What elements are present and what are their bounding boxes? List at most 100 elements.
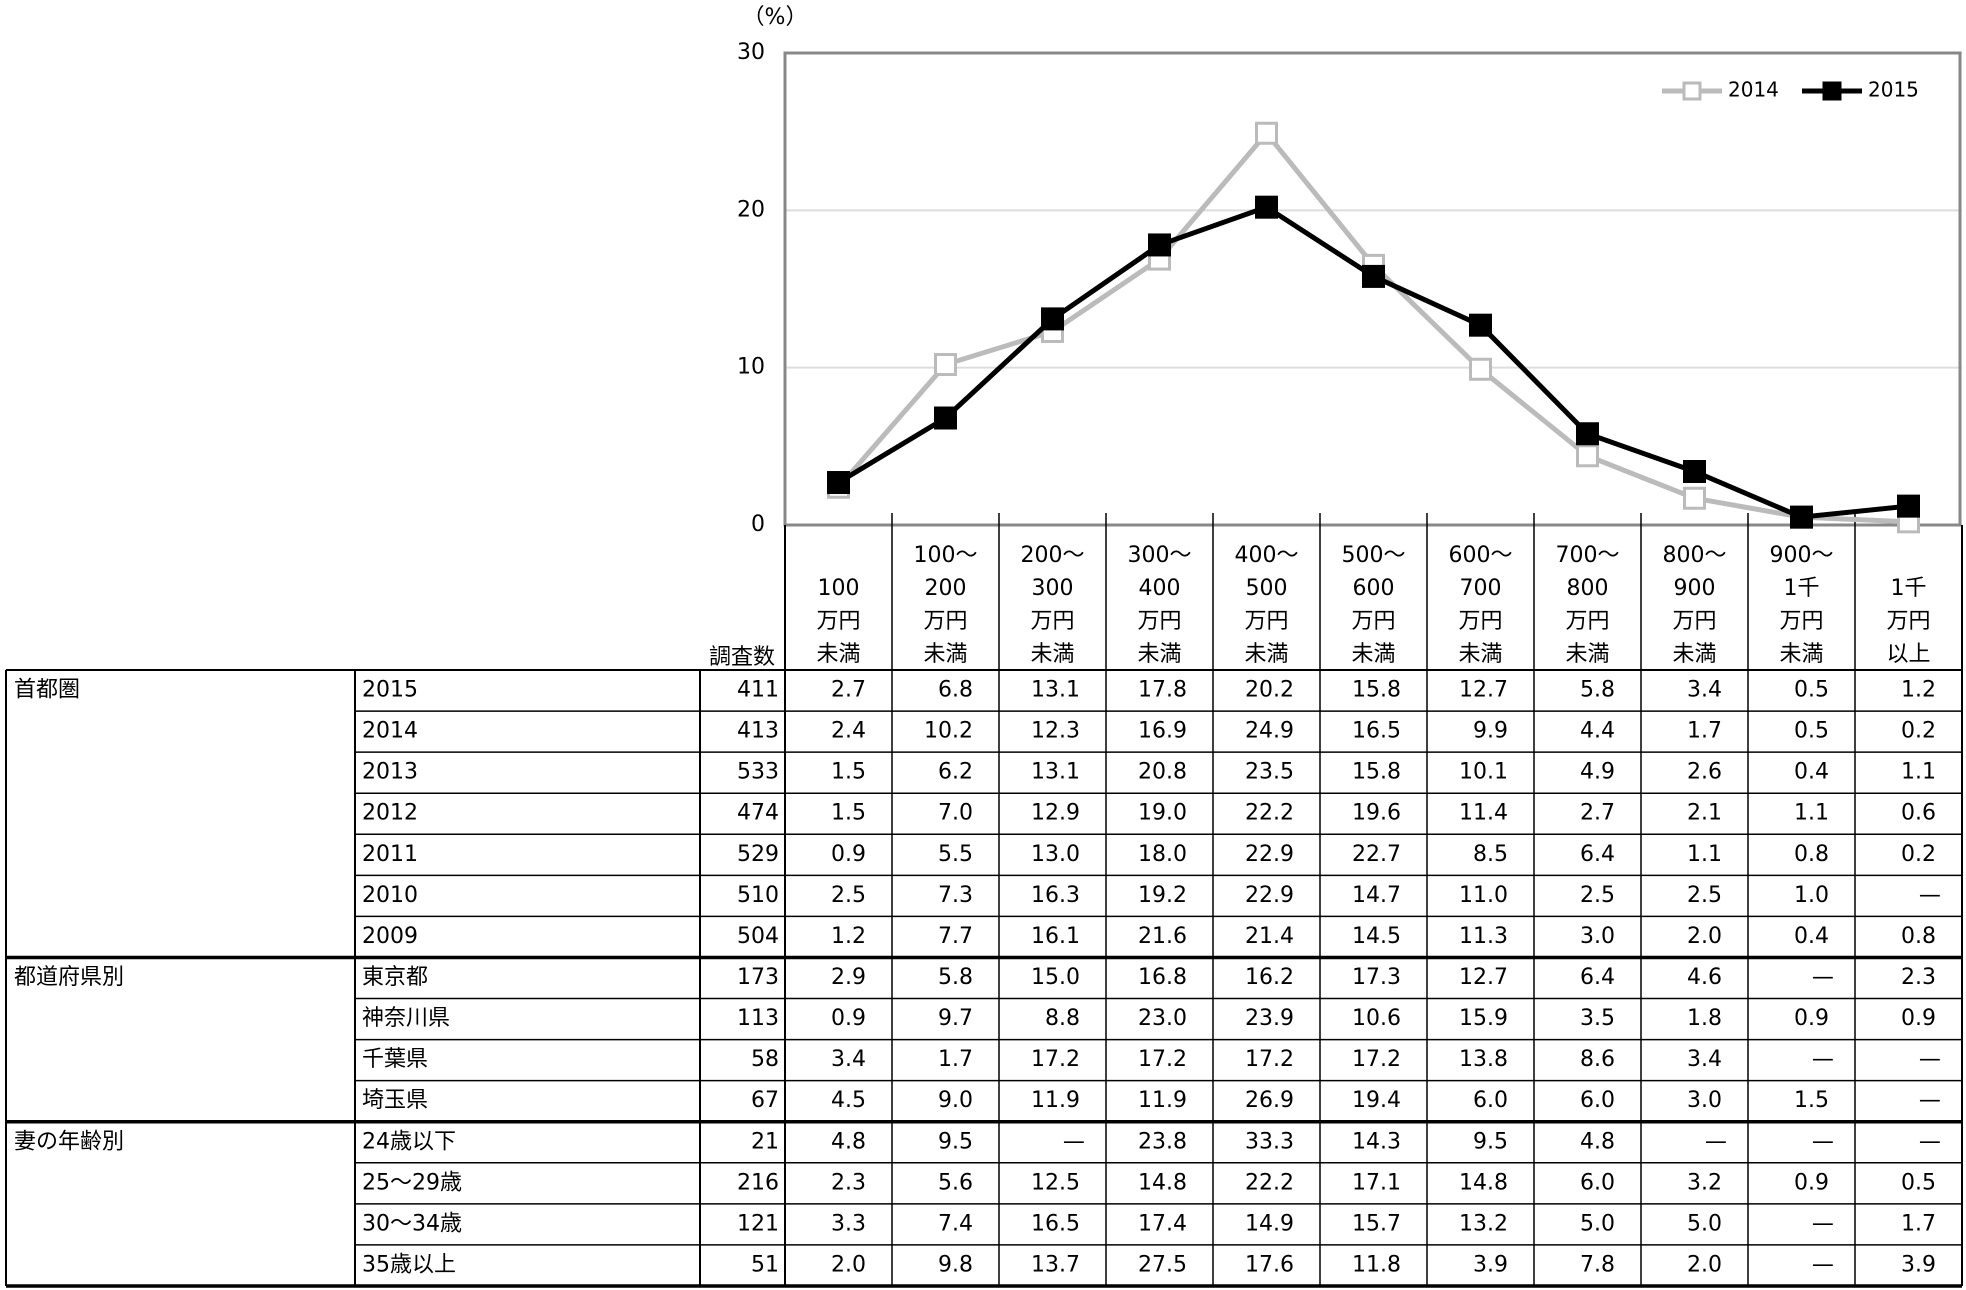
value-cell: 22.2	[1245, 801, 1294, 826]
marker	[827, 471, 850, 495]
marker	[1683, 486, 1706, 510]
value-cell: 1.7	[1687, 719, 1722, 744]
value-cell: 5.0	[1580, 1211, 1615, 1236]
value-cell: 22.2	[1245, 1170, 1294, 1195]
value-cell: —	[1063, 1129, 1085, 1154]
row-label: 30～34歳	[362, 1211, 462, 1236]
value-cell: 1.2	[1901, 678, 1936, 703]
value-cell: 2.5	[831, 883, 866, 908]
value-cell: 12.9	[1031, 801, 1080, 826]
value-cell: —	[1919, 883, 1941, 908]
marker	[1041, 307, 1064, 331]
value-cell: 2.9	[831, 965, 866, 990]
value-cell: 4.8	[1580, 1129, 1615, 1154]
y-tick-label: 10	[737, 355, 765, 380]
value-cell: 5.8	[938, 965, 973, 990]
value-cell: 14.9	[1245, 1211, 1294, 1236]
count-cell: 533	[737, 760, 779, 785]
value-cell: 13.7	[1031, 1252, 1080, 1277]
value-cell: 13.1	[1031, 760, 1080, 785]
count-cell: 504	[737, 924, 779, 949]
value-cell: —	[1812, 1252, 1834, 1277]
value-cell: 3.5	[1580, 1006, 1615, 1031]
value-cell: 22.7	[1352, 842, 1401, 867]
value-cell: 8.6	[1580, 1047, 1615, 1072]
value-cell: 4.5	[831, 1088, 866, 1113]
value-cell: 17.3	[1352, 965, 1401, 990]
value-cell: 23.5	[1245, 760, 1294, 785]
value-cell: 1.7	[938, 1047, 973, 1072]
value-cell: 12.3	[1031, 719, 1080, 744]
value-cell: 1.1	[1687, 842, 1722, 867]
group-label: 妻の年齢別	[14, 1129, 124, 1154]
count-cell: 51	[751, 1252, 779, 1277]
value-cell: 3.2	[1687, 1170, 1722, 1195]
value-cell: 15.8	[1352, 760, 1401, 785]
legend-label: 2014	[1728, 78, 1779, 102]
value-cell: 27.5	[1138, 1252, 1187, 1277]
value-cell: 2.1	[1687, 801, 1722, 826]
value-cell: 6.0	[1580, 1170, 1615, 1195]
value-cell: 1.1	[1794, 801, 1829, 826]
row-label: 2014	[362, 719, 418, 744]
value-cell: 22.9	[1245, 842, 1294, 867]
value-cell: —	[1919, 1129, 1941, 1154]
category-label: 100 万円未満	[816, 576, 860, 667]
value-cell: 0.4	[1794, 760, 1829, 785]
value-cell: 6.0	[1580, 1088, 1615, 1113]
count-cell: 510	[737, 883, 779, 908]
count-cell: 121	[737, 1211, 779, 1236]
value-cell: 19.2	[1138, 883, 1187, 908]
row-label: 神奈川県	[362, 1006, 450, 1031]
value-cell: 14.5	[1352, 924, 1401, 949]
value-cell: 16.8	[1138, 965, 1187, 990]
value-cell: 2.7	[831, 678, 866, 703]
value-cell: 10.6	[1352, 1006, 1401, 1031]
value-cell: 22.9	[1245, 883, 1294, 908]
marker	[1148, 233, 1171, 257]
value-cell: 0.5	[1794, 719, 1829, 744]
value-cell: 11.9	[1031, 1088, 1080, 1113]
value-cell: 16.5	[1352, 719, 1401, 744]
category-label: 1千万円以上	[1886, 576, 1930, 667]
value-cell: 5.0	[1687, 1211, 1722, 1236]
value-cell: 17.1	[1352, 1170, 1401, 1195]
value-cell: 20.2	[1245, 678, 1294, 703]
value-cell: 11.3	[1459, 924, 1508, 949]
value-cell: 14.8	[1138, 1170, 1187, 1195]
value-cell: 16.3	[1031, 883, 1080, 908]
value-cell: 13.0	[1031, 842, 1080, 867]
value-cell: 4.9	[1580, 760, 1615, 785]
marker	[1255, 195, 1278, 219]
count-header: 調査数	[709, 645, 775, 670]
value-cell: 23.9	[1245, 1006, 1294, 1031]
value-cell: 3.3	[831, 1211, 866, 1236]
legend-label: 2015	[1868, 78, 1919, 102]
value-cell: 3.9	[1473, 1252, 1508, 1277]
marker	[1790, 505, 1813, 529]
value-cell: —	[1919, 1047, 1941, 1072]
category-label: 100～ 200 万円未満	[914, 543, 978, 667]
category-label: 200～ 300 万円未満	[1021, 543, 1085, 667]
value-cell: 0.4	[1794, 924, 1829, 949]
value-cell: 8.8	[1045, 1006, 1080, 1031]
category-label: 500～ 600 万円未満	[1342, 543, 1406, 667]
marker	[1683, 460, 1706, 484]
value-cell: 2.0	[1687, 1252, 1722, 1277]
value-cell: 12.5	[1031, 1170, 1080, 1195]
value-cell: 24.9	[1245, 719, 1294, 744]
value-cell: 9.9	[1473, 719, 1508, 744]
group-label: 首都圏	[14, 678, 80, 703]
row-label: 2015	[362, 678, 418, 703]
value-cell: 6.8	[938, 678, 973, 703]
value-cell: 2.6	[1687, 760, 1722, 785]
value-cell: 9.0	[938, 1088, 973, 1113]
value-cell: 6.4	[1580, 842, 1615, 867]
value-cell: 15.8	[1352, 678, 1401, 703]
count-cell: 411	[737, 678, 779, 703]
value-cell: 14.7	[1352, 883, 1401, 908]
value-cell: 2.0	[1687, 924, 1722, 949]
legend-marker	[1682, 81, 1702, 101]
value-cell: 5.8	[1580, 678, 1615, 703]
